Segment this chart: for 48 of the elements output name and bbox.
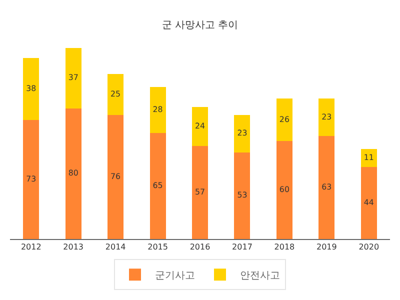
bar	[318, 136, 335, 239]
bar	[150, 132, 166, 239]
bar	[360, 149, 377, 168]
bar	[150, 87, 166, 133]
x-tick-label: 2020	[358, 242, 380, 252]
bar	[23, 120, 40, 239]
data-label: 25	[110, 90, 121, 99]
data-label: 63	[322, 182, 332, 192]
data-label: 73	[26, 174, 36, 184]
x-tick-label: 2013	[63, 242, 84, 252]
x-tick-label: 2016	[190, 242, 210, 252]
bar	[65, 48, 82, 108]
data-label: 44	[364, 198, 374, 208]
x-tick-label: 2014	[105, 242, 126, 252]
data-label: 37	[68, 73, 78, 82]
data-label: 76	[110, 172, 121, 181]
x-tick-label: 2012	[20, 242, 42, 252]
data-label: 60	[279, 185, 290, 194]
x-tick-label: 2019	[316, 242, 337, 252]
data-label: 11	[364, 153, 374, 162]
data-label: 38	[26, 84, 36, 93]
bar	[108, 74, 124, 115]
bar	[65, 108, 82, 239]
bar	[192, 146, 208, 239]
data-label: 23	[237, 128, 248, 138]
bar	[276, 98, 292, 142]
x-tick-label: 2015	[148, 242, 168, 252]
bar	[108, 114, 124, 239]
data-label: 57	[194, 187, 206, 196]
data-label: 23	[322, 112, 332, 122]
data-label: 80	[68, 168, 78, 178]
legend-label: 군기사고	[155, 270, 195, 282]
bar	[23, 58, 40, 120]
bar	[234, 114, 250, 152]
bar	[276, 141, 292, 239]
data-label: 24	[194, 121, 206, 130]
bar	[234, 152, 250, 239]
data-label: 26	[279, 114, 290, 124]
legend-label: 안전사고	[240, 270, 280, 282]
x-tick-label: 2018	[274, 242, 295, 252]
data-label: 28	[152, 105, 163, 114]
x-tick-label: 2017	[232, 242, 252, 252]
data-label: 65	[152, 180, 163, 190]
bar	[192, 106, 208, 146]
data-label: 53	[237, 190, 248, 200]
bar	[360, 167, 377, 239]
bar	[318, 98, 335, 136]
chart-title: 군 사망사고 추이	[162, 20, 238, 31]
